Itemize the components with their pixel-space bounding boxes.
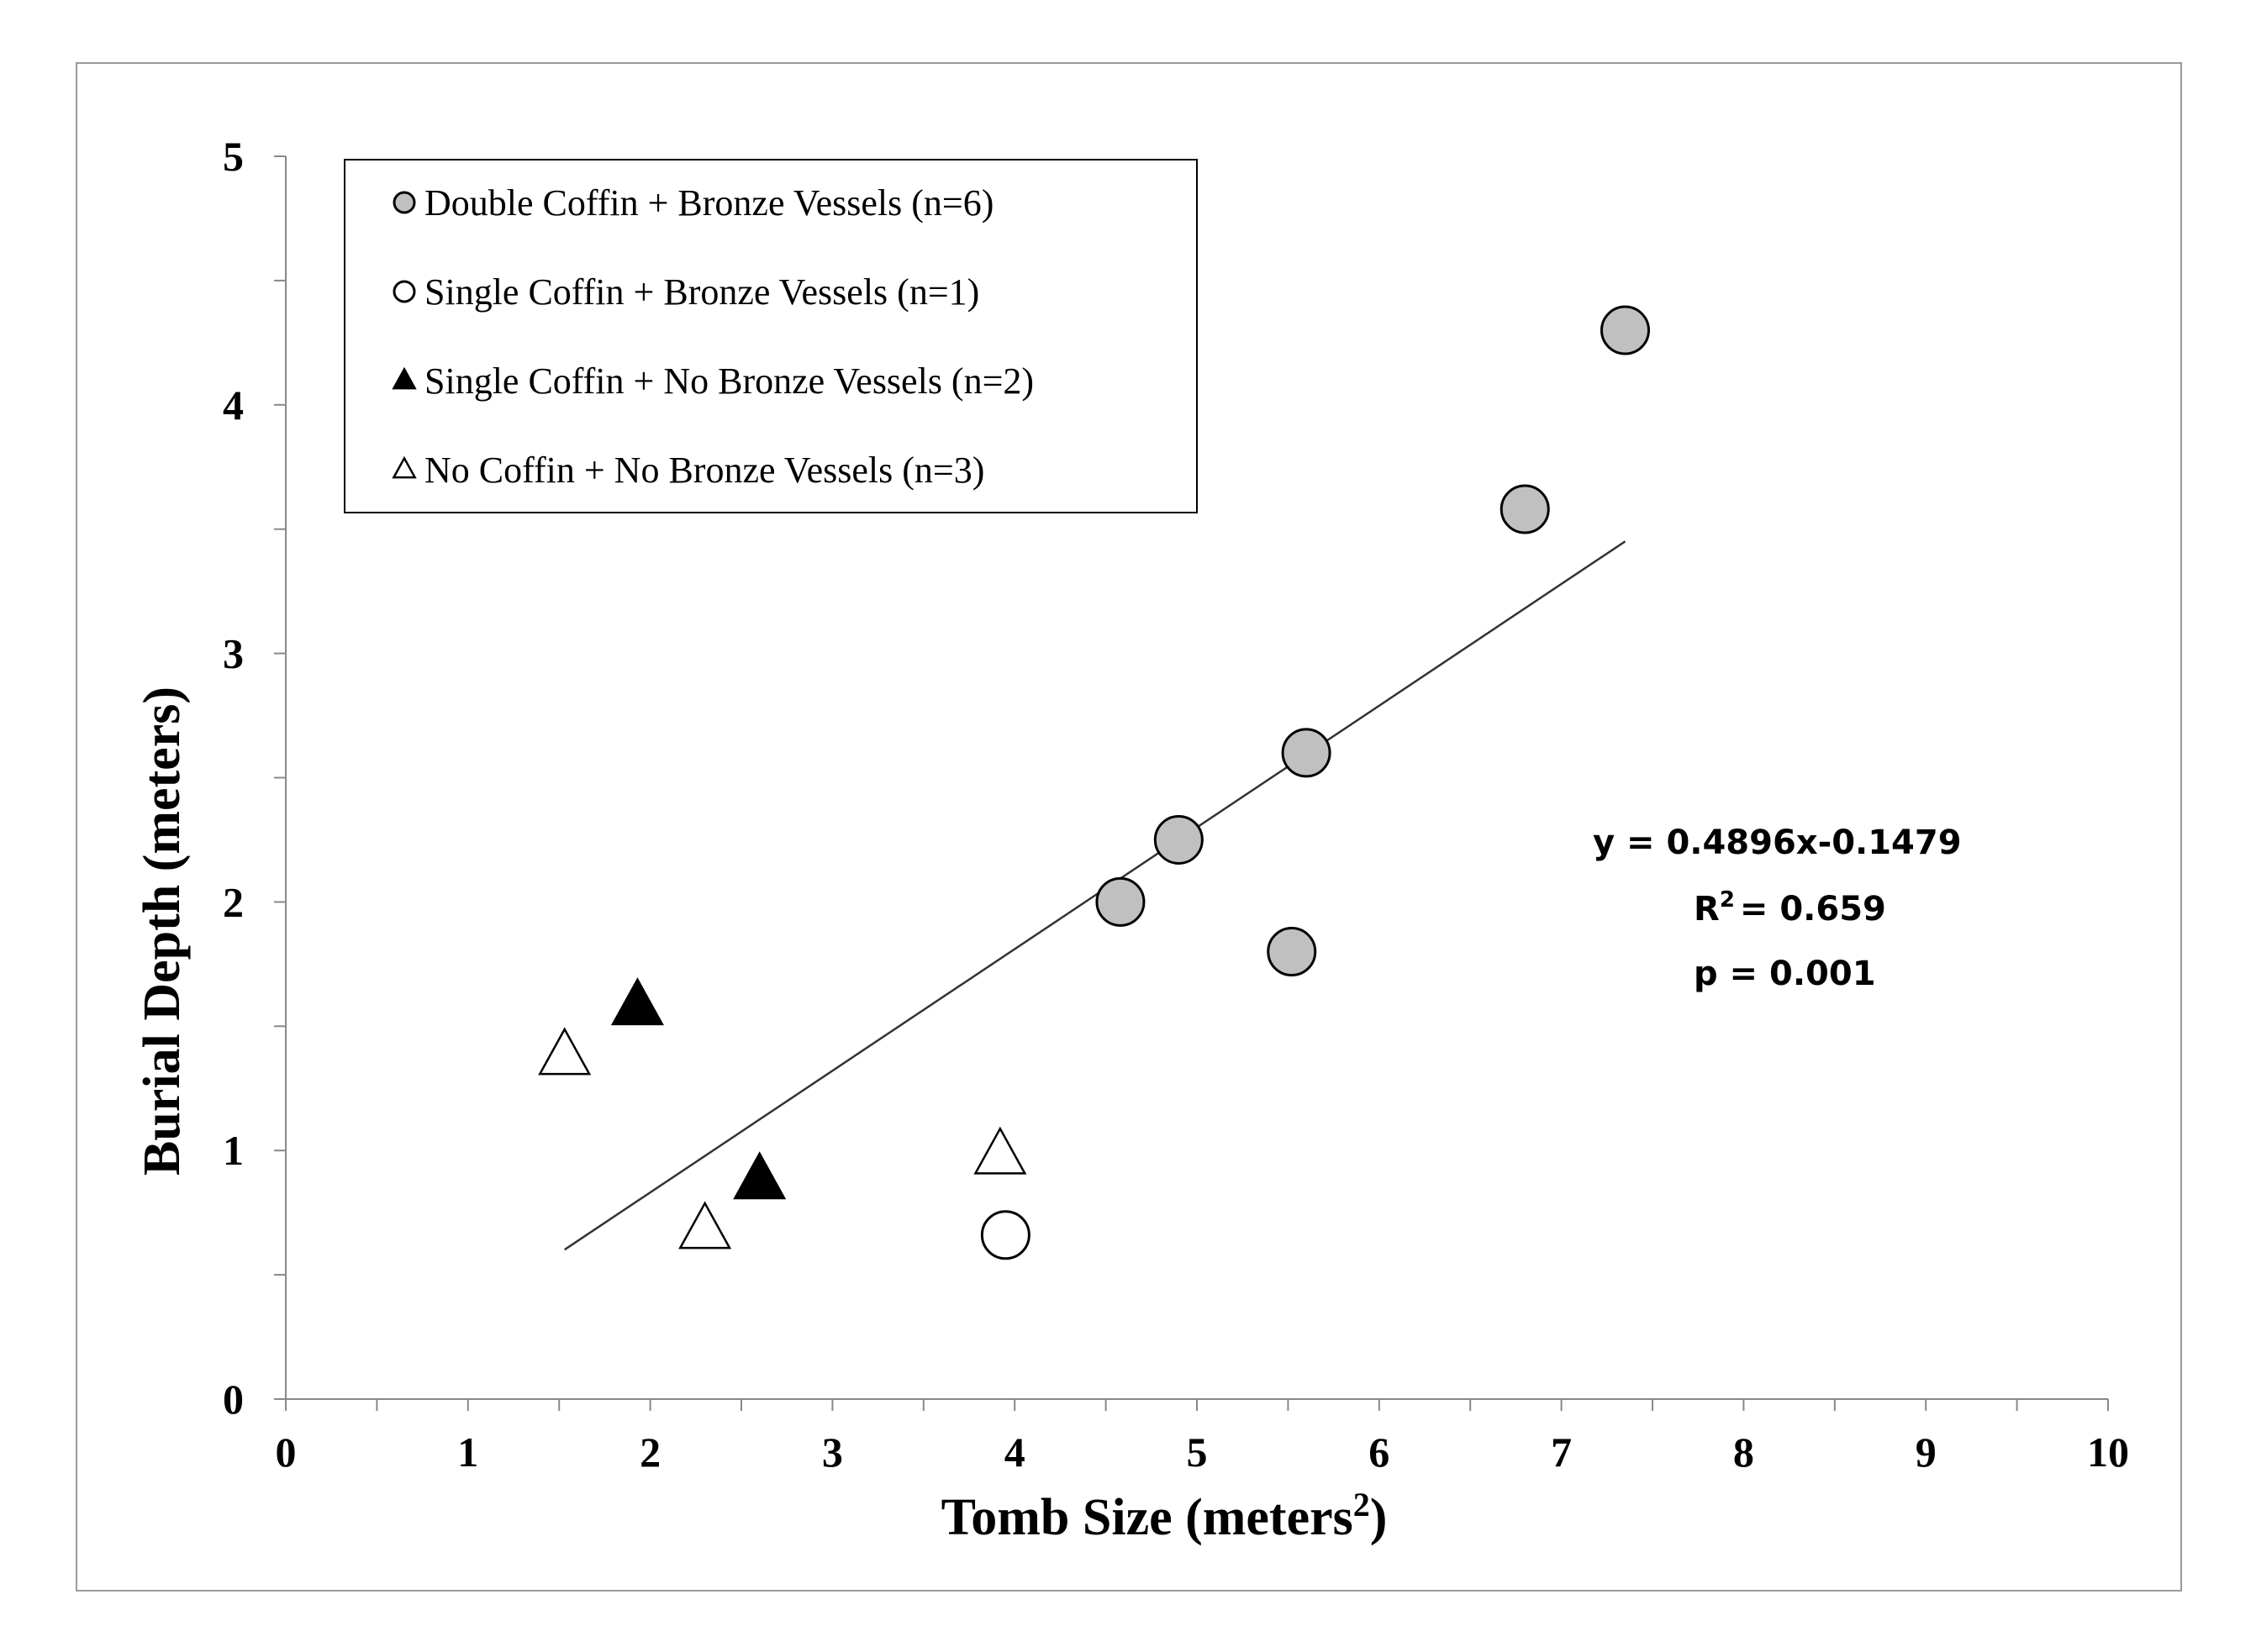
data-point	[1267, 927, 1317, 977]
regression-annotation: y = 0.4896x-0.1479 R2 = 0.659 p = 0.001	[1593, 823, 1962, 993]
data-point	[973, 1126, 1027, 1175]
regression-equation: y = 0.4896x-0.1479	[1593, 823, 1962, 862]
x-tick-label: 4	[1004, 1428, 1025, 1476]
legend-marker	[393, 191, 416, 214]
x-tick-label: 5	[1187, 1428, 1208, 1476]
r-squared-value: R2 = 0.659	[1694, 887, 1886, 929]
legend-marker	[392, 366, 417, 390]
legend-label: Single Coffin + No Bronze Vessels (n=2)	[424, 360, 1034, 402]
x-tick-label: 10	[2087, 1428, 2129, 1476]
trendline	[564, 540, 1626, 1251]
y-axis-title: Burial Depth (meters)	[134, 687, 191, 1176]
data-point	[610, 977, 664, 1026]
y-tick-label: 1	[223, 1127, 244, 1174]
p-value: p = 0.001	[1694, 955, 1876, 993]
x-tick-label: 0	[276, 1428, 297, 1476]
x-tick-label: 9	[1916, 1428, 1937, 1476]
x-tick-label: 3	[822, 1428, 843, 1476]
legend-box	[344, 159, 1198, 513]
legend: Double Coffin + Bronze Vessels (n=6) Sing…	[344, 159, 1198, 513]
data-point	[538, 1027, 592, 1076]
x-tick-label: 2	[640, 1428, 661, 1476]
legend-marker	[393, 280, 416, 303]
y-tick-label: 3	[223, 630, 244, 677]
data-point	[733, 1151, 787, 1200]
y-tick-label: 4	[223, 381, 244, 429]
y-tick-label: 5	[223, 133, 244, 180]
y-tick-label: 0	[223, 1376, 244, 1423]
legend-label: No Coffin + No Bronze Vessels (n=3)	[424, 450, 984, 491]
data-point	[1281, 728, 1331, 778]
legend-marker	[392, 455, 417, 479]
data-point	[678, 1201, 732, 1250]
y-tick-label: 2	[223, 878, 244, 925]
data-points	[538, 305, 1650, 1260]
data-point	[1153, 814, 1204, 865]
legend-label: Double Coffin + Bronze Vessels (n=6)	[424, 182, 994, 224]
x-tick-label: 1	[457, 1428, 478, 1476]
x-tick-label: 6	[1368, 1428, 1389, 1476]
data-point	[980, 1210, 1030, 1260]
data-point	[1600, 305, 1650, 355]
x-tick-label: 7	[1551, 1428, 1572, 1476]
legend-label: Single Coffin + Bronze Vessels (n=1)	[424, 271, 979, 313]
axes	[274, 155, 2109, 1411]
x-axis-title: Tomb Size (meters2)	[941, 1486, 1388, 1546]
data-point	[1500, 484, 1550, 534]
data-point	[1095, 876, 1146, 927]
tick-labels: 0 1 2 3 4 5 6 7 8 9 10 0 1 2 3 4 5	[223, 133, 2129, 1476]
x-tick-label: 8	[1733, 1428, 1754, 1476]
